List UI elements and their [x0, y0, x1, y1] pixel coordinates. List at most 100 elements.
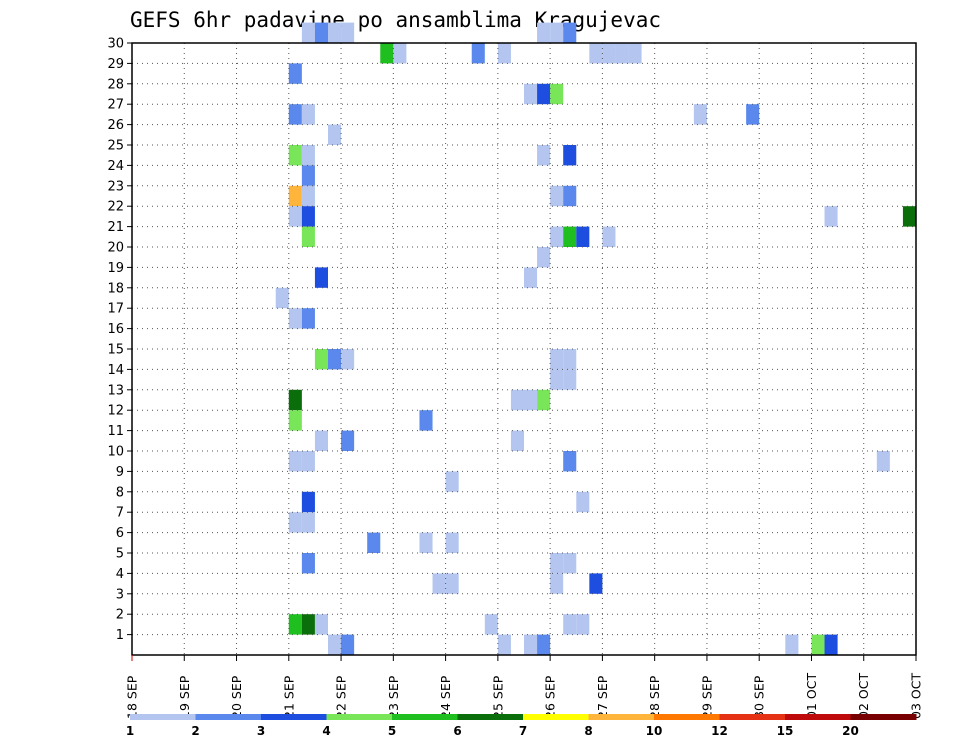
- heatmap-cell: [524, 267, 538, 288]
- heatmap-cell: [615, 43, 629, 64]
- colorbar-label: 2: [191, 724, 199, 738]
- y-tick-label: 19: [107, 261, 124, 276]
- y-tick-label: 29: [107, 57, 124, 72]
- heatmap-cell: [445, 532, 459, 553]
- heatmap-cell: [301, 145, 315, 166]
- y-tick-label: 28: [107, 77, 124, 92]
- colorbar-label: 8: [584, 724, 592, 738]
- heatmap-cell: [563, 614, 577, 635]
- y-tick-label: 11: [107, 424, 124, 439]
- heatmap-cell: [301, 491, 315, 513]
- heatmap-cell: [301, 22, 315, 43]
- heatmap-cell: [524, 634, 538, 655]
- y-tick-label: 18: [107, 281, 124, 296]
- y-tick-label: 22: [107, 200, 124, 215]
- heatmap-cell: [314, 267, 328, 288]
- x-tick-label: 26 SEP: [543, 675, 558, 719]
- heatmap-cell: [563, 349, 577, 370]
- heatmap-cell: [589, 573, 603, 594]
- x-tick-label: 25 SEP: [490, 675, 505, 719]
- heatmap-cell: [275, 287, 289, 309]
- heatmap-cell: [288, 451, 302, 472]
- heatmap-cell: [367, 532, 381, 553]
- heatmap-cell: [288, 614, 302, 635]
- y-tick-labels: 1234567891011121314151617181920212223242…: [107, 37, 132, 643]
- colorbar-segment: [457, 714, 524, 720]
- y-tick-label: 26: [107, 118, 124, 133]
- y-tick-label: 17: [107, 302, 124, 317]
- heatmap-cell: [301, 451, 315, 472]
- heatmap-cell: [602, 43, 616, 64]
- y-tick-label: 14: [107, 363, 124, 378]
- y-tick-label: 5: [116, 547, 124, 562]
- heatmap-cell: [419, 410, 433, 431]
- heatmap-cell: [563, 226, 577, 247]
- y-tick-label: 15: [107, 343, 124, 358]
- heatmap-cell: [550, 349, 564, 370]
- colorbar-label: 10: [646, 724, 663, 738]
- heatmap-cell: [693, 104, 707, 125]
- heatmap-cell: [288, 512, 302, 533]
- colorbar-segment: [261, 714, 327, 720]
- colorbar-segment: [654, 714, 720, 720]
- colorbar-label: 4: [322, 724, 330, 738]
- colorbar-segment: [523, 714, 589, 720]
- y-tick-label: 1: [116, 628, 124, 643]
- colorbar-label: 20: [842, 724, 859, 738]
- heatmap-cell: [288, 308, 302, 329]
- heatmap-cell: [550, 226, 564, 247]
- x-tick-label: 02 OCT: [856, 673, 871, 719]
- x-tick-label: 21 SEP: [281, 675, 296, 719]
- heatmap-cell: [328, 634, 342, 655]
- heatmap-cell: [445, 471, 459, 492]
- heatmap-cell: [314, 349, 328, 370]
- grid-lines: [132, 42, 916, 655]
- heatmap-cell: [301, 165, 315, 186]
- y-tick-label: 20: [107, 241, 124, 256]
- heatmap-cell: [301, 226, 315, 247]
- y-tick-label: 7: [116, 506, 124, 521]
- colorbar-label: 3: [257, 724, 265, 738]
- heatmap-cell: [341, 430, 355, 451]
- heatmap-cell: [471, 43, 485, 64]
- chart-title: GEFS 6hr padavine po ansamblima Kragujev…: [130, 8, 661, 32]
- heatmap-cell: [314, 614, 328, 635]
- heatmap-cell: [314, 430, 328, 451]
- heatmap-cell: [419, 532, 433, 553]
- heatmap-cell: [497, 634, 511, 655]
- heatmap-cell: [301, 553, 315, 574]
- heatmap-cell: [876, 451, 890, 472]
- x-tick-label: 20 SEP: [229, 675, 244, 719]
- heatmap-cell: [576, 614, 590, 635]
- colorbar-label: 7: [519, 724, 527, 738]
- heatmap-cell: [811, 634, 825, 655]
- colorbar-segment: [588, 714, 655, 720]
- y-tick-label: 10: [107, 445, 124, 460]
- heatmap-cell: [432, 573, 446, 594]
- heatmap-cell: [301, 206, 315, 227]
- heatmap-cell: [288, 63, 302, 84]
- heatmap-cell: [537, 83, 551, 105]
- heatmap-cell: [602, 226, 616, 247]
- heatmap-cell: [576, 491, 590, 513]
- heatmap-cell: [328, 349, 342, 370]
- heatmap-cell: [550, 185, 564, 207]
- heatmap-cell: [563, 553, 577, 574]
- y-tick-label: 21: [107, 220, 124, 235]
- x-tick-label: 23 SEP: [386, 675, 401, 719]
- heatmap-cell: [537, 634, 551, 655]
- heatmap-cell: [510, 430, 524, 451]
- heatmap-cell: [628, 43, 642, 64]
- colorbar-label: 5: [388, 724, 396, 738]
- x-tick-label: 19 SEP: [177, 675, 192, 719]
- heatmap-cell: [550, 369, 564, 390]
- y-tick-label: 27: [107, 98, 124, 113]
- heatmap-cell: [524, 83, 538, 105]
- heatmap-cell: [550, 22, 564, 43]
- y-tick-label: 13: [107, 383, 124, 398]
- heatmap-cell: [563, 185, 577, 207]
- heatmap-cell: [576, 226, 590, 247]
- colorbar-segment: [130, 714, 196, 720]
- heatmap-cell: [550, 553, 564, 574]
